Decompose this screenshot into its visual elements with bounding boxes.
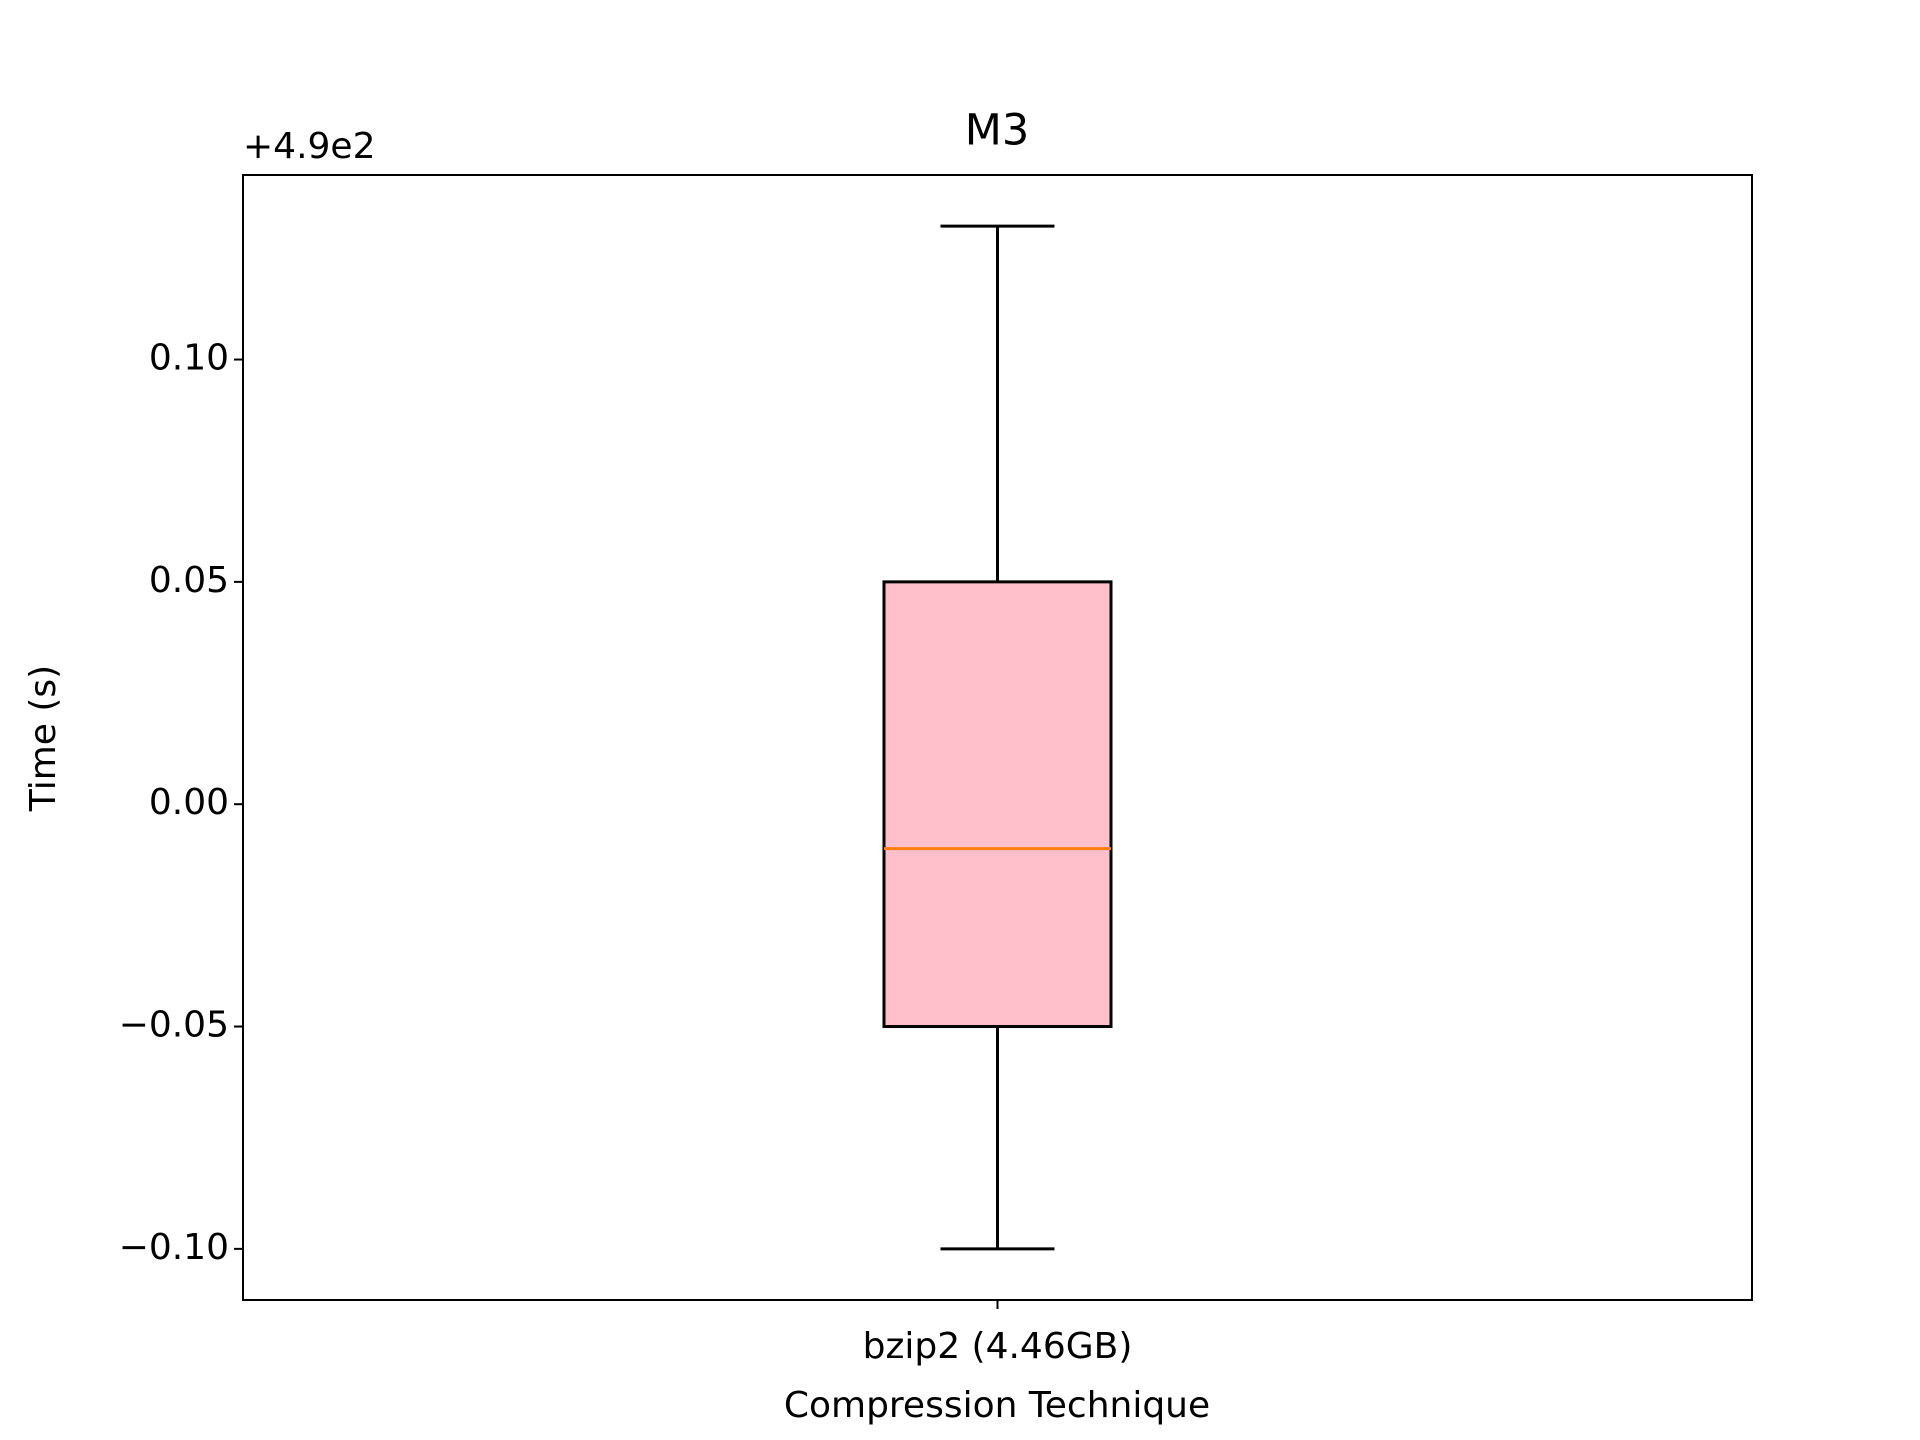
y-tick-label: 0.10 <box>149 338 229 379</box>
plot-frame <box>242 174 1753 1301</box>
y-tick-label: −0.10 <box>119 1227 229 1268</box>
y-axis-label: Time (s) <box>23 665 64 812</box>
y-tick-label: 0.00 <box>149 782 229 823</box>
y-tick-label: 0.05 <box>149 560 229 601</box>
offset-text: +4.9e2 <box>243 126 375 167</box>
x-axis-label: Compression Technique <box>784 1385 1210 1426</box>
chart-title: M3 <box>965 106 1029 156</box>
x-tick-label: bzip2 (4.46GB) <box>863 1326 1133 1367</box>
y-tick-label: −0.05 <box>119 1005 229 1046</box>
box <box>882 580 1113 1029</box>
